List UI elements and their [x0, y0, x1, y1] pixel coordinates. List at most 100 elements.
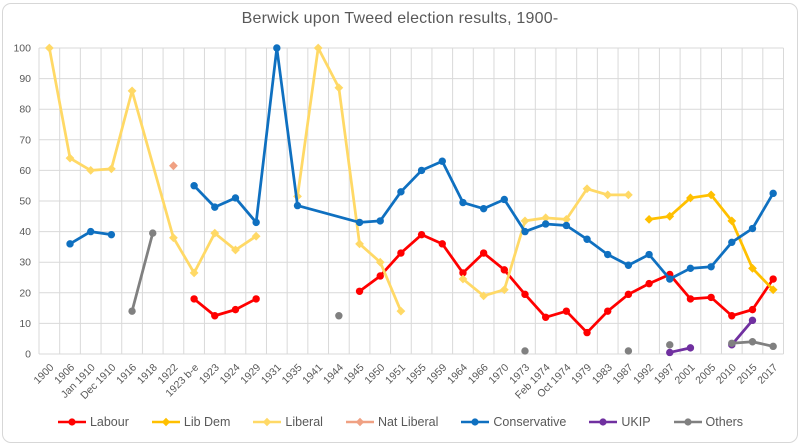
x-axis-label: 1931 — [259, 362, 284, 387]
x-axis-label: 1987 — [611, 362, 636, 387]
data-point-liberal — [106, 164, 116, 174]
data-point-conservative — [624, 261, 633, 269]
data-point-nat-liberal — [169, 161, 178, 171]
y-axis-label: 40 — [19, 226, 31, 238]
data-point-lib-dem — [727, 216, 737, 226]
data-point-liberal — [251, 231, 261, 241]
data-point-conservative — [645, 250, 653, 259]
data-point-liberal — [499, 285, 509, 295]
series-line-others — [130, 231, 155, 313]
y-axis-label: 70 — [19, 134, 31, 146]
x-axis-label: 2017 — [755, 362, 780, 387]
x-axis-label: 1955 — [404, 362, 429, 387]
chart-title: Berwick upon Tweed election results, 190… — [241, 10, 559, 27]
legend-marker-labour — [57, 418, 86, 426]
data-point-conservative — [562, 221, 571, 230]
data-point-conservative — [541, 220, 550, 228]
x-axis-label: 1941 — [300, 362, 325, 387]
data-point-labour — [438, 240, 446, 248]
data-point-conservative — [438, 157, 446, 165]
data-point-conservative — [252, 218, 260, 227]
x-axis-label: 2005 — [693, 362, 718, 387]
data-point-labour — [562, 307, 571, 315]
data-point-labour — [769, 275, 777, 283]
data-point-ukip — [748, 316, 757, 325]
data-point-labour — [521, 290, 529, 299]
data-point-liberal — [458, 274, 468, 284]
data-point-others — [335, 312, 343, 320]
data-point-conservative — [728, 238, 736, 247]
data-point-liberal — [561, 214, 571, 224]
data-point-labour — [500, 266, 509, 274]
x-axis-label: 1970 — [486, 362, 511, 387]
series-line-liberal — [461, 187, 630, 298]
data-point-liberal — [189, 268, 199, 278]
data-point-conservative — [459, 198, 467, 207]
data-point-labour — [417, 230, 426, 239]
data-point-conservative — [87, 227, 95, 236]
x-axis-label: 1945 — [342, 362, 367, 387]
data-point-ukip — [686, 344, 695, 352]
x-axis-label: 1929 — [238, 362, 263, 387]
data-point-liberal — [541, 213, 551, 223]
data-point-others — [728, 339, 736, 347]
data-point-labour — [728, 312, 736, 320]
legend-item-liberal: Liberal — [252, 415, 323, 429]
data-point-others — [666, 341, 674, 349]
data-point-conservative — [604, 250, 612, 259]
data-point-liberal — [355, 239, 364, 249]
y-axis-label: 90 — [19, 73, 31, 85]
x-axis-label: 1900 — [31, 362, 56, 387]
data-point-lib-dem — [748, 263, 757, 273]
legend-item-ukip: UKIP — [588, 415, 651, 429]
data-point-conservative — [521, 227, 529, 236]
data-point-liberal — [65, 153, 75, 163]
data-point-others — [521, 347, 529, 355]
y-axis-label: 50 — [19, 196, 31, 208]
data-point-conservative — [583, 235, 591, 243]
legend-marker-liberal — [253, 417, 282, 427]
data-point-labour — [231, 305, 240, 314]
legend-label: Conservative — [493, 415, 567, 429]
data-point-labour — [355, 287, 364, 295]
data-point-liberal — [334, 83, 344, 93]
x-axis-label: 2015 — [735, 362, 760, 387]
legend-item-nat-liberal: Nat Liberal — [345, 415, 438, 429]
x-axis-label: 1924 — [218, 362, 243, 387]
data-point-liberal — [127, 86, 137, 96]
data-point-conservative — [107, 230, 116, 239]
x-axis-label: 2010 — [714, 362, 739, 387]
legend-item-conservative: Conservative — [460, 415, 566, 429]
data-point-liberal — [313, 43, 323, 53]
data-point-liberal — [623, 190, 633, 200]
legend-label: UKIP — [621, 415, 651, 429]
data-point-labour — [252, 295, 260, 303]
data-point-conservative — [707, 263, 715, 271]
data-point-liberal — [396, 306, 406, 316]
data-point-lib-dem — [686, 193, 695, 203]
data-point-liberal — [603, 190, 613, 200]
data-point-lib-dem — [768, 285, 778, 295]
y-axis-label: 0 — [25, 349, 31, 361]
data-point-liberal — [44, 43, 54, 53]
data-point-conservative — [417, 166, 426, 175]
legend-label: Liberal — [285, 415, 323, 429]
x-axis-label: 1992 — [631, 362, 656, 387]
legend-marker-conservative — [461, 418, 490, 426]
data-point-conservative — [686, 264, 695, 273]
x-axis-label: 1966 — [466, 362, 491, 387]
data-point-liberal — [86, 166, 96, 175]
data-point-others — [128, 307, 136, 315]
data-point-others — [769, 342, 777, 351]
data-point-liberal — [210, 228, 220, 238]
data-point-liberal — [479, 291, 489, 301]
legend-marker-others — [673, 418, 702, 426]
x-axis-label: 1983 — [590, 362, 615, 387]
x-axis-label: 1951 — [383, 362, 408, 387]
data-point-conservative — [231, 194, 240, 202]
data-point-others — [748, 338, 757, 346]
x-axis-label: 1964 — [445, 362, 470, 387]
data-point-conservative — [273, 44, 281, 52]
data-point-labour — [376, 272, 384, 280]
series-line-ukip — [730, 318, 754, 347]
